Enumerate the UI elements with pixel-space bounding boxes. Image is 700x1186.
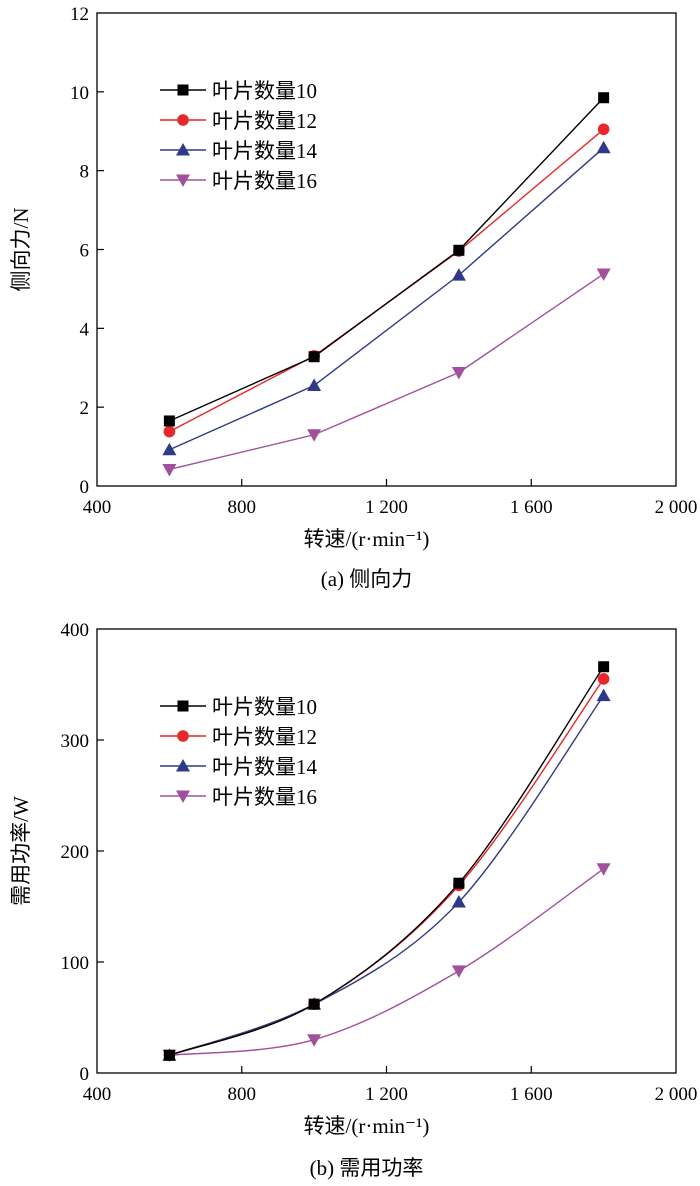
y-tick-label: 100 <box>61 953 90 974</box>
series-line <box>169 666 605 1056</box>
data-point <box>451 268 466 281</box>
legend-marker <box>176 790 190 803</box>
x-tick-label: 2 000 <box>655 497 698 518</box>
y-tick-label: 400 <box>61 620 90 641</box>
x-tick-label: 1 200 <box>365 497 408 518</box>
data-point <box>163 415 175 427</box>
y-axis-title: 需用功率/W <box>9 796 33 906</box>
y-tick-label: 6 <box>80 241 90 262</box>
data-point <box>307 1034 322 1047</box>
series-line <box>169 147 605 451</box>
y-tick-label: 4 <box>80 319 90 340</box>
x-tick-label: 1 600 <box>510 1084 553 1105</box>
data-point <box>453 877 465 889</box>
data-point <box>598 92 610 104</box>
legend-item: 叶片数量14 <box>160 139 317 163</box>
legend-label: 叶片数量10 <box>212 695 317 719</box>
x-tick-label: 1 600 <box>510 497 553 518</box>
x-tick-label: 800 <box>228 497 257 518</box>
y-tick-label: 0 <box>80 1064 90 1085</box>
data-point <box>451 965 466 978</box>
data-point <box>596 140 611 154</box>
series-0 <box>163 661 610 1061</box>
x-tick-label: 1 200 <box>365 1084 408 1105</box>
legend-item: 叶片数量14 <box>160 755 317 779</box>
data-point <box>163 425 176 438</box>
data-point <box>308 998 320 1010</box>
series-line <box>169 695 605 1056</box>
y-tick-label: 0 <box>80 477 90 498</box>
plot-frame <box>96 628 677 1074</box>
data-point <box>308 351 320 363</box>
data-point <box>163 1049 175 1061</box>
figure-caption: (b) 需用功率 <box>310 1156 424 1180</box>
x-tick-label: 400 <box>83 1084 112 1105</box>
legend-label: 叶片数量14 <box>212 139 317 163</box>
y-tick-label: 12 <box>70 4 89 25</box>
data-point <box>453 244 465 256</box>
legend-item: 叶片数量12 <box>160 109 317 133</box>
series-line <box>169 97 605 422</box>
legend-marker <box>177 114 189 126</box>
y-axis-title: 侧向力/N <box>9 208 33 292</box>
legend-item: 叶片数量10 <box>160 695 317 719</box>
legend-marker <box>177 730 189 742</box>
data-point <box>596 863 611 876</box>
x-axis-title: 转速/(r·min⁻¹) <box>304 1114 430 1138</box>
x-tick-label: 400 <box>83 497 112 518</box>
series-3 <box>162 268 611 477</box>
data-point <box>307 378 322 391</box>
legend: 叶片数量10 叶片数量12 叶片数量14 叶片数量16 <box>160 695 317 809</box>
chart-panel-a: 400 800 1 200 1 600 2 000 0 2 4 6 8 10 12 转速/(r·min⁻… <box>9 4 697 591</box>
series-2 <box>162 140 611 456</box>
figure-caption: (a) 侧向力 <box>321 567 413 591</box>
y-tick-label: 300 <box>61 731 90 752</box>
series-line <box>169 868 605 1056</box>
data-point <box>597 123 610 136</box>
chart-panel-b: 400 800 1 200 1 600 2 000 0 100 200 300 400 转速/(r·… <box>9 620 697 1180</box>
x-tick-label: 800 <box>228 1084 257 1105</box>
legend-item: 叶片数量10 <box>160 79 317 103</box>
series-0 <box>163 92 610 427</box>
data-point <box>596 688 611 702</box>
series-line <box>169 273 605 471</box>
legend-label: 叶片数量12 <box>212 725 317 749</box>
data-point <box>162 442 177 456</box>
data-point <box>598 661 610 673</box>
legend-item: 叶片数量16 <box>160 169 317 193</box>
legend-item: 叶片数量16 <box>160 785 317 809</box>
legend-marker <box>177 700 189 712</box>
x-axis-title: 转速/(r·min⁻¹) <box>304 527 430 551</box>
legend-label: 叶片数量14 <box>212 755 317 779</box>
legend-marker <box>176 174 190 187</box>
legend-label: 叶片数量16 <box>212 169 317 193</box>
legend-marker <box>176 143 190 156</box>
legend-item: 叶片数量12 <box>160 725 317 749</box>
legend-label: 叶片数量12 <box>212 109 317 133</box>
data-point <box>597 673 610 685</box>
data-point <box>451 366 466 380</box>
data-point <box>451 895 466 908</box>
data-point <box>307 429 322 442</box>
legend-marker <box>176 759 190 772</box>
legend-label: 叶片数量16 <box>212 785 317 809</box>
y-tick-label: 2 <box>80 398 90 419</box>
legend-label: 叶片数量10 <box>212 79 317 103</box>
y-tick-label: 10 <box>70 83 89 104</box>
legend-marker <box>177 84 189 96</box>
data-point <box>596 268 611 281</box>
data-point <box>162 463 177 477</box>
x-tick-label: 2 000 <box>655 1084 698 1105</box>
y-tick-label: 200 <box>61 842 90 863</box>
legend: 叶片数量10 叶片数量12 叶片数量14 叶片数量16 <box>160 79 317 193</box>
y-tick-label: 8 <box>80 162 90 183</box>
